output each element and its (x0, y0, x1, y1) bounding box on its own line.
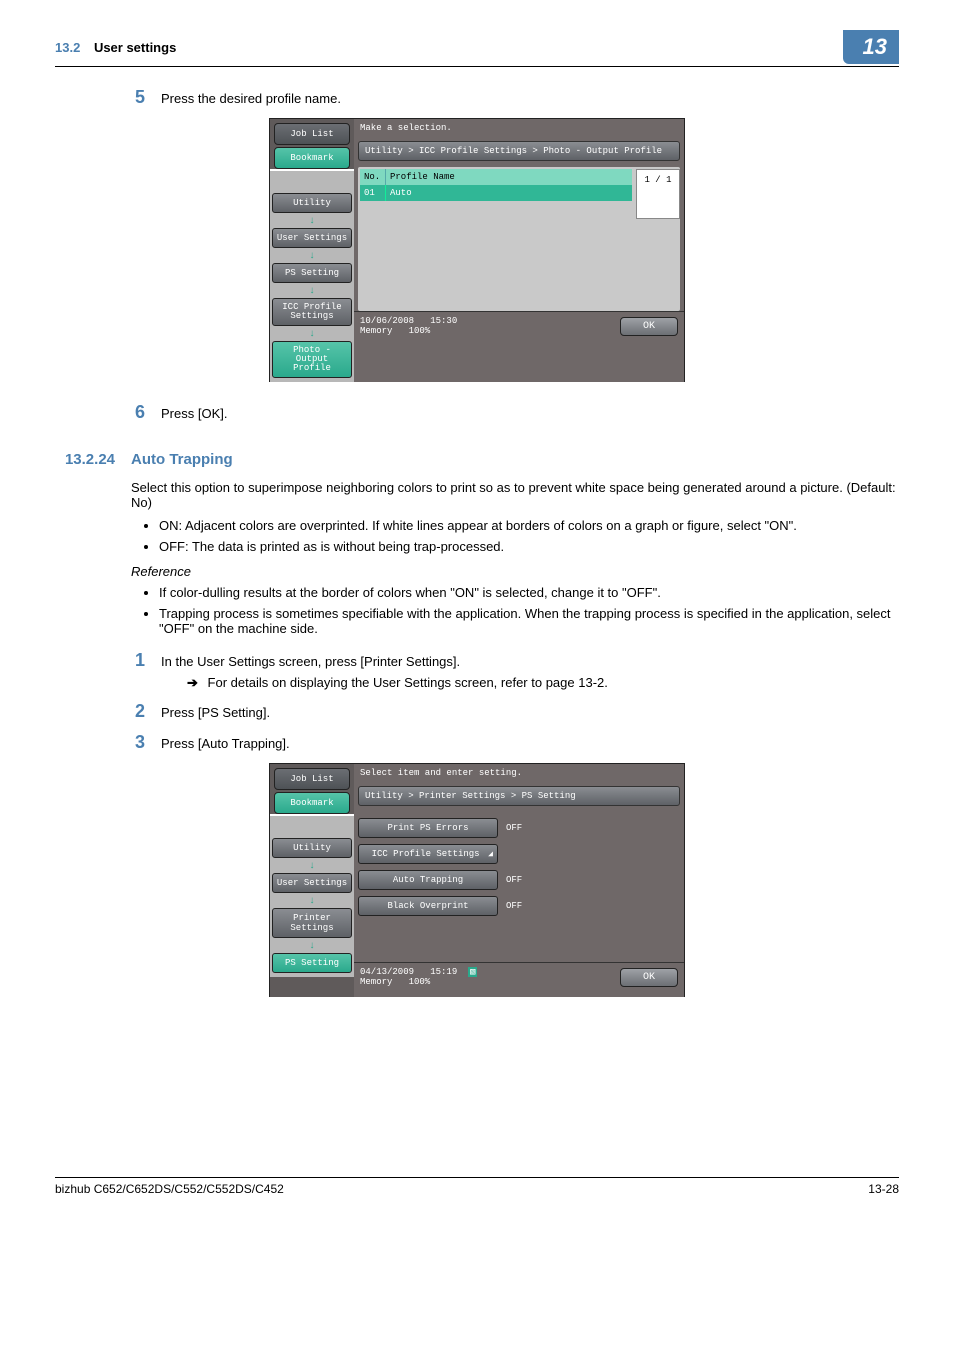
nav-icc-profile[interactable]: ICC Profile Settings (272, 298, 352, 326)
row-name: Auto (386, 185, 632, 201)
nav-user-settings[interactable]: User Settings (272, 873, 352, 893)
step-text: Press [PS Setting]. (161, 701, 270, 722)
step-6: 6 Press [OK]. (115, 402, 899, 423)
step-2: 2 Press [PS Setting]. (115, 701, 899, 722)
opt-button[interactable]: ICC Profile Settings◢ (358, 844, 498, 864)
page-indicator: 1 / 1 (636, 169, 680, 219)
option-list: ON: Adjacent colors are overprinted. If … (131, 518, 899, 554)
sc1-top-msg: Make a selection. (354, 119, 684, 141)
nav-photo-output[interactable]: Photo - Output Profile (272, 341, 352, 378)
para-intro: Select this option to superimpose neighb… (131, 480, 899, 510)
arrow-icon: ➔ (187, 675, 198, 690)
ok-button[interactable]: OK (620, 317, 678, 336)
section-label: 13.2 User settings (55, 40, 176, 55)
reference-list: If color-dulling results at the border o… (131, 585, 899, 636)
step-text: Press the desired profile name. (161, 87, 341, 108)
sc1-main: No. Profile Name 01 Auto 1 / 1 (358, 167, 680, 311)
nav-arrow-icon: ↓ (272, 895, 352, 906)
page-header: 13.2 User settings 13 (55, 30, 899, 67)
nav-ps-setting[interactable]: PS Setting (272, 263, 352, 283)
status-mem-label: Memory (360, 977, 392, 987)
sc2-statusbar: 04/13/2009 15:19 ▧ Memory 100% OK (354, 962, 684, 993)
opt-value: OFF (506, 901, 546, 911)
col-name: Profile Name (386, 169, 632, 185)
sc2-main: Print PS Errors OFF ICC Profile Settings… (354, 812, 684, 962)
profile-table-header: No. Profile Name (360, 169, 632, 185)
step-3: 3 Press [Auto Trapping]. (115, 732, 899, 753)
bookmark-tab[interactable]: Bookmark (274, 147, 350, 169)
col-no: No. (360, 169, 386, 185)
section-title: User settings (94, 40, 176, 55)
step-text: Press [Auto Trapping]. (161, 732, 290, 753)
status-date: 04/13/2009 (360, 967, 414, 977)
nav-printer-settings[interactable]: Printer Settings (272, 908, 352, 938)
status-time: 15:30 (430, 316, 457, 326)
step-text: In the User Settings screen, press [Prin… (161, 654, 608, 669)
job-list-tab[interactable]: Job List (274, 123, 350, 145)
nav-arrow-icon: ↓ (272, 250, 352, 261)
nav-arrow-icon: ↓ (272, 328, 352, 339)
sc2-left-panel: Job List Bookmark Utility ↓ User Setting… (270, 764, 354, 997)
nav-user-settings[interactable]: User Settings (272, 228, 352, 248)
breadcrumb: Utility > Printer Settings > PS Setting (358, 786, 680, 806)
opt-icc-profile: ICC Profile Settings◢ (358, 844, 680, 864)
sc1-left-panel: Job List Bookmark Utility ↓ User Setting… (270, 119, 354, 382)
nav-arrow-icon: ↓ (272, 285, 352, 296)
opt-black-overprint: Black Overprint OFF (358, 896, 680, 916)
profile-row[interactable]: 01 Auto (360, 185, 632, 201)
opt-value: OFF (506, 875, 546, 885)
opt-button[interactable]: Print PS Errors (358, 818, 498, 838)
ref-2: Trapping process is sometimes specifiabl… (159, 606, 899, 636)
footer-model: bizhub C652/C652DS/C552/C552DS/C452 (55, 1182, 284, 1196)
status-mem-val: 100% (409, 326, 431, 336)
section-num: 13.2.24 (55, 451, 115, 468)
screenshot-ps-setting: Job List Bookmark Utility ↓ User Setting… (269, 763, 685, 997)
status-time: 15:19 (430, 967, 457, 977)
opt-print-ps-errors: Print PS Errors OFF (358, 818, 680, 838)
reference-label: Reference (131, 564, 899, 579)
breadcrumb: Utility > ICC Profile Settings > Photo -… (358, 141, 680, 161)
ok-button[interactable]: OK (620, 968, 678, 987)
nav-ps-setting[interactable]: PS Setting (272, 953, 352, 973)
step-number: 5 (115, 87, 145, 108)
step-number: 2 (115, 701, 145, 722)
status-icon: ▧ (468, 967, 477, 977)
step-5: 5 Press the desired profile name. (115, 87, 899, 108)
step-number: 3 (115, 732, 145, 753)
nav-arrow-icon: ↓ (272, 215, 352, 226)
substep: ➔ For details on displaying the User Set… (187, 675, 608, 691)
footer-page: 13-28 (868, 1182, 899, 1196)
sc2-top-msg: Select item and enter setting. (354, 764, 684, 786)
bookmark-tab[interactable]: Bookmark (274, 792, 350, 814)
nav-utility[interactable]: Utility (272, 838, 352, 858)
step-number: 6 (115, 402, 145, 423)
opt-button[interactable]: Black Overprint (358, 896, 498, 916)
step-number: 1 (115, 650, 145, 691)
corner-icon: ◢ (488, 849, 493, 859)
status-mem-val: 100% (409, 977, 431, 987)
bullet-off: OFF: The data is printed as is without b… (159, 539, 899, 554)
substep-text: For details on displaying the User Setti… (208, 675, 608, 690)
bullet-on: ON: Adjacent colors are overprinted. If … (159, 518, 899, 533)
section-number: 13.2 (55, 40, 80, 55)
screenshot-icc-profile: Job List Bookmark Utility ↓ User Setting… (269, 118, 685, 382)
opt-auto-trapping: Auto Trapping OFF (358, 870, 680, 890)
chapter-badge: 13 (843, 30, 899, 64)
step-text: Press [OK]. (161, 402, 227, 423)
opt-button[interactable]: Auto Trapping (358, 870, 498, 890)
nav-arrow-icon: ↓ (272, 940, 352, 951)
section-heading: 13.2.24 Auto Trapping (55, 451, 899, 468)
opt-value: OFF (506, 823, 546, 833)
nav-utility[interactable]: Utility (272, 193, 352, 213)
nav-arrow-icon: ↓ (272, 860, 352, 871)
page-footer: bizhub C652/C652DS/C552/C552DS/C452 13-2… (55, 1177, 899, 1196)
status-mem-label: Memory (360, 326, 392, 336)
row-no: 01 (360, 185, 386, 201)
status-date: 10/06/2008 (360, 316, 414, 326)
ref-1: If color-dulling results at the border o… (159, 585, 899, 600)
sc1-statusbar: 10/06/2008 15:30 Memory 100% OK (354, 311, 684, 342)
section-title-text: Auto Trapping (131, 451, 233, 468)
job-list-tab[interactable]: Job List (274, 768, 350, 790)
step-1: 1 In the User Settings screen, press [Pr… (115, 650, 899, 691)
